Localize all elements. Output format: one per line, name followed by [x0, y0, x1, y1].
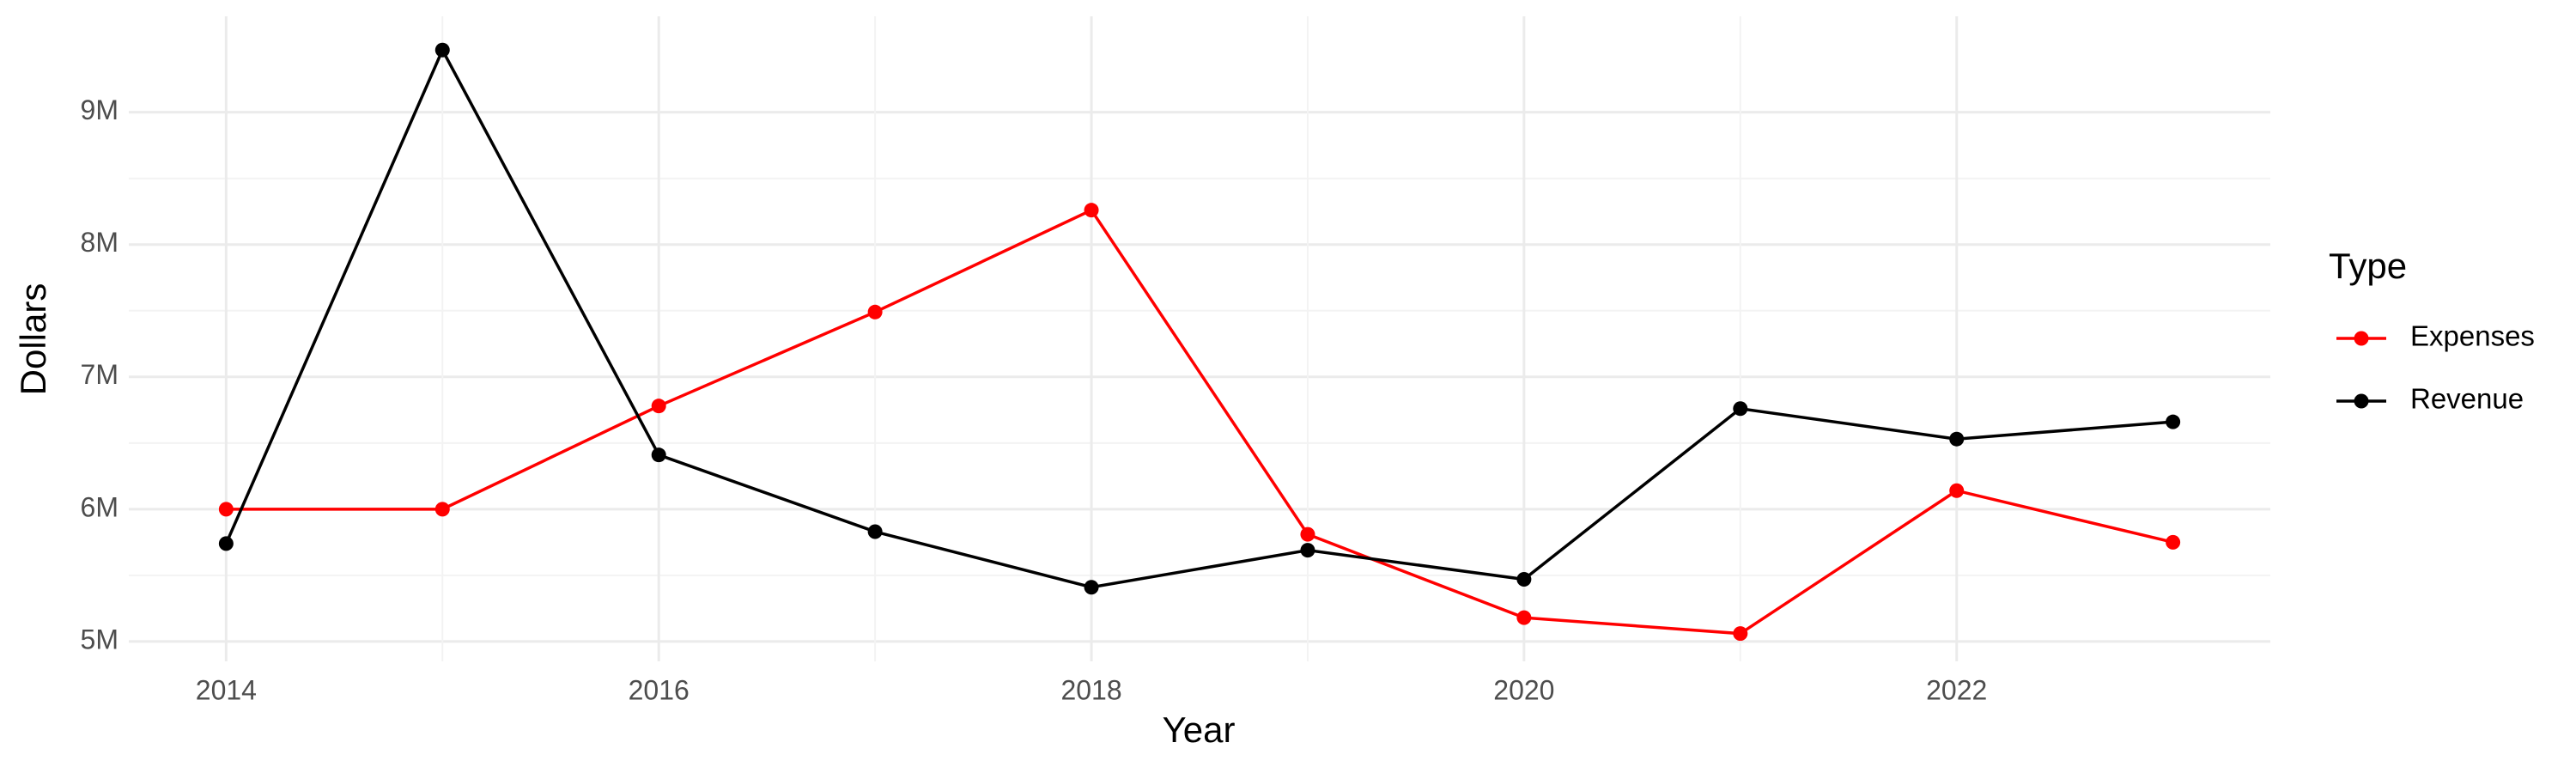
- x-axis-title: Year: [1163, 709, 1236, 750]
- data-point: [867, 524, 883, 539]
- data-point: [218, 502, 234, 517]
- data-point: [1949, 483, 1965, 498]
- y-tick-label: 7M: [81, 359, 118, 390]
- data-point: [1516, 571, 1532, 587]
- data-point: [434, 502, 450, 517]
- y-tick-label: 6M: [81, 491, 118, 522]
- x-tick-label: 2022: [1926, 674, 1987, 705]
- x-tick-label: 2018: [1060, 674, 1121, 705]
- y-tick-label: 5M: [81, 624, 118, 654]
- data-point: [1733, 401, 1748, 417]
- y-tick-label: 8M: [81, 227, 118, 258]
- data-point: [1300, 526, 1315, 542]
- data-point: [1300, 543, 1315, 558]
- data-point: [1949, 431, 1965, 447]
- data-point: [1084, 203, 1099, 218]
- x-tick-label: 2014: [196, 674, 257, 705]
- legend-label: Revenue: [2410, 383, 2524, 415]
- x-tick-label: 2020: [1493, 674, 1554, 705]
- legend-title: Type: [2329, 246, 2407, 286]
- data-point: [1733, 626, 1748, 642]
- y-axis-title: Dollars: [13, 283, 53, 396]
- data-point: [2166, 534, 2181, 550]
- data-point: [1084, 580, 1099, 595]
- legend-marker: [2354, 331, 2369, 346]
- data-point: [651, 399, 666, 414]
- data-point: [867, 304, 883, 320]
- data-point: [2166, 414, 2181, 429]
- series-line: [226, 208, 2174, 636]
- data-point: [218, 536, 234, 551]
- y-tick-label: 9M: [81, 94, 118, 125]
- plot-marks: [218, 42, 2181, 642]
- legend-marker: [2354, 393, 2369, 409]
- data-point: [434, 42, 450, 58]
- data-point: [1516, 610, 1532, 625]
- grid: [129, 16, 2270, 661]
- x-tick-label: 2016: [629, 674, 690, 705]
- data-point: [651, 447, 666, 463]
- series-line: [224, 46, 2173, 589]
- legend-label: Expenses: [2410, 320, 2535, 352]
